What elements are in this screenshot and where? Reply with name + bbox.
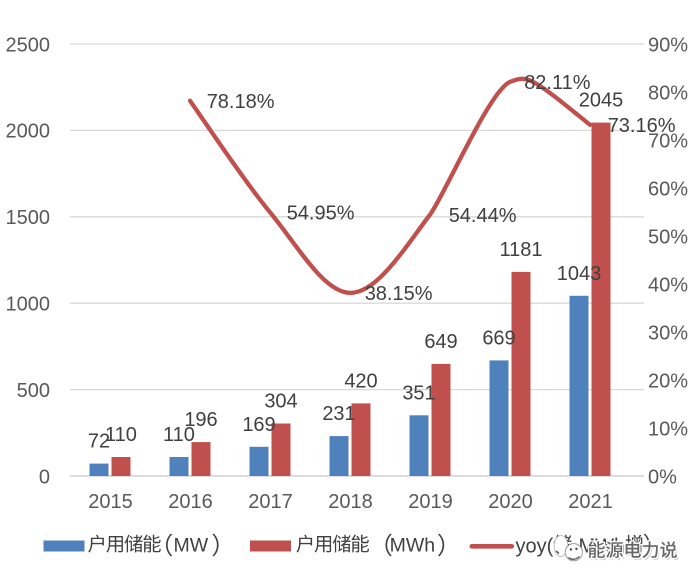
- svg-text:2500: 2500: [6, 34, 51, 56]
- svg-text:420: 420: [344, 370, 377, 392]
- svg-text:500: 500: [17, 380, 50, 402]
- svg-text:MW: MW: [174, 535, 209, 557]
- svg-text:304: 304: [264, 391, 297, 413]
- svg-text:78.18%: 78.18%: [207, 91, 275, 113]
- svg-text:40%: 40%: [648, 274, 688, 296]
- svg-text:2021: 2021: [568, 491, 613, 513]
- svg-text:231: 231: [322, 403, 355, 425]
- svg-text:50%: 50%: [648, 226, 688, 248]
- svg-text:2015: 2015: [88, 491, 133, 513]
- svg-text:90%: 90%: [648, 34, 688, 56]
- svg-text:110: 110: [163, 424, 195, 446]
- svg-text:1000: 1000: [6, 294, 51, 316]
- svg-text:30%: 30%: [648, 322, 688, 344]
- svg-text:60%: 60%: [648, 178, 688, 200]
- svg-text:169: 169: [242, 414, 275, 436]
- svg-text:yoy(: yoy(: [516, 536, 554, 558]
- svg-text:2017: 2017: [248, 491, 293, 513]
- svg-text:54.44%: 54.44%: [449, 205, 517, 227]
- svg-text:649: 649: [424, 331, 457, 353]
- svg-text:196: 196: [184, 409, 217, 431]
- svg-text:MWh: MWh: [390, 535, 436, 557]
- svg-text:110: 110: [105, 424, 137, 446]
- svg-text:72: 72: [88, 431, 110, 453]
- svg-text:2019: 2019: [408, 491, 453, 513]
- svg-text:80%: 80%: [648, 82, 688, 104]
- svg-text:2045: 2045: [579, 90, 624, 112]
- svg-text:54.95%: 54.95%: [287, 203, 355, 225]
- svg-text:70%: 70%: [648, 130, 688, 152]
- svg-text:20%: 20%: [648, 370, 688, 392]
- svg-text:0%: 0%: [648, 466, 677, 488]
- svg-text:1181: 1181: [499, 239, 542, 261]
- svg-text:2000: 2000: [6, 121, 51, 143]
- svg-text:2016: 2016: [168, 491, 213, 513]
- svg-text:351: 351: [402, 382, 435, 404]
- svg-text:2020: 2020: [488, 491, 533, 513]
- svg-text:0: 0: [39, 466, 50, 488]
- svg-text:1500: 1500: [6, 207, 51, 229]
- svg-text:669: 669: [482, 327, 515, 349]
- svg-text:73.16%: 73.16%: [608, 115, 676, 137]
- svg-text:82.11%: 82.11%: [524, 72, 591, 94]
- svg-text:38.15%: 38.15%: [365, 283, 433, 305]
- svg-text:1043: 1043: [557, 263, 602, 285]
- svg-text:2018: 2018: [328, 491, 373, 513]
- svg-text:10%: 10%: [648, 418, 688, 440]
